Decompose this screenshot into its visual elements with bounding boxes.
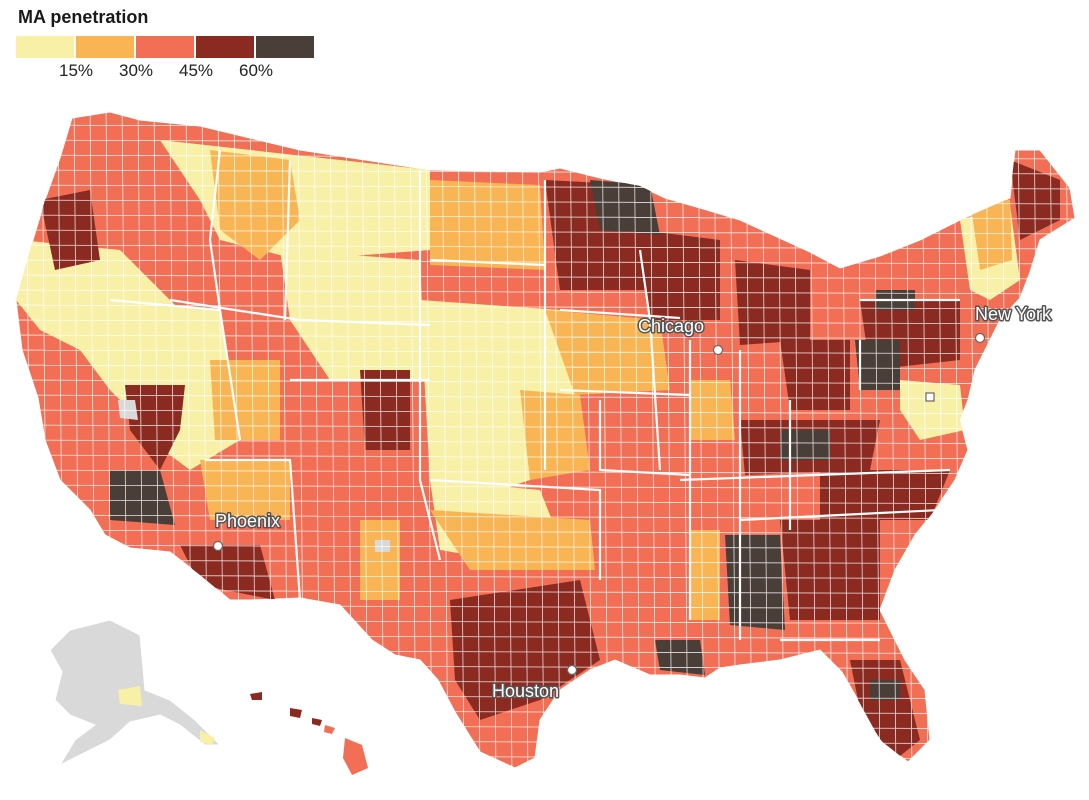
city-label-phoenix: Phoenix	[215, 511, 280, 531]
hawaii-inset	[250, 692, 368, 775]
legend-swatch-1	[76, 36, 134, 58]
region-west-virginia-darkest	[855, 340, 900, 390]
city-marker-chicago	[712, 344, 724, 356]
region-new-england-orange	[970, 200, 1012, 270]
region-tennessee-darkest	[780, 430, 830, 460]
legend-swatch-4	[256, 36, 314, 58]
city-marker-square	[925, 392, 935, 402]
region-texas-dark	[450, 580, 600, 720]
region-nevada-dark	[125, 385, 185, 470]
city-washington-dc	[925, 392, 935, 402]
region-missing-data	[118, 400, 138, 420]
city-label-houston: Houston	[492, 681, 559, 701]
region-michigan-dark	[735, 260, 810, 345]
region-dakotas-orange	[430, 180, 545, 270]
legend-tick-15: 15%	[58, 61, 94, 80]
city-marker-new-york	[974, 332, 986, 344]
legend-ticks: 15% 30% 45% 60%	[16, 61, 316, 83]
region-arizona-orange	[200, 460, 290, 520]
region-utah-orange	[210, 360, 280, 440]
city-houston: Houston	[491, 664, 578, 703]
state-borders	[109, 149, 960, 642]
city-chicago: Chicago	[637, 315, 724, 356]
region-arizona-dark	[180, 545, 275, 600]
legend-title: MA penetration	[18, 7, 149, 27]
region-oklahoma-orange	[430, 510, 595, 570]
legend-tick-45: 45%	[178, 61, 214, 80]
contiguous-us	[15, 111, 1076, 769]
region-florida-dark	[850, 660, 920, 760]
region-ohio-dark	[780, 340, 850, 410]
city-phoenix: Phoenix	[212, 510, 282, 552]
legend: MA penetration 15% 30% 45% 60%	[16, 6, 316, 83]
region-indiana-orange	[690, 380, 735, 440]
region-missing-data	[375, 540, 390, 552]
region-virginia-light	[900, 380, 965, 440]
city-label-chicago: Chicago	[638, 316, 704, 336]
alaska-inset	[49, 619, 222, 767]
region-north-minnesota-darkest	[590, 180, 660, 235]
city-marker-houston	[566, 664, 578, 676]
city-marker-phoenix	[212, 540, 224, 552]
legend-tick-30: 30%	[118, 61, 154, 80]
legend-color-bar	[16, 36, 316, 58]
legend-swatch-0	[16, 36, 74, 58]
legend-swatch-3	[196, 36, 254, 58]
city-new-york: New York	[974, 303, 1054, 344]
region-louisiana-darkest	[655, 640, 705, 675]
region-mississippi-orange	[690, 530, 720, 620]
legend-tick-60: 60%	[238, 61, 274, 80]
region-colorado-dark	[360, 370, 410, 450]
region-kansas-orange	[520, 390, 590, 480]
legend-swatch-2	[136, 36, 194, 58]
city-label-new-york: New York	[975, 304, 1052, 324]
region-california-darkest	[110, 470, 175, 525]
region-idaho-orange	[210, 150, 300, 260]
region-florida-darkest	[870, 680, 900, 700]
region-carolinas-dark	[820, 470, 950, 520]
